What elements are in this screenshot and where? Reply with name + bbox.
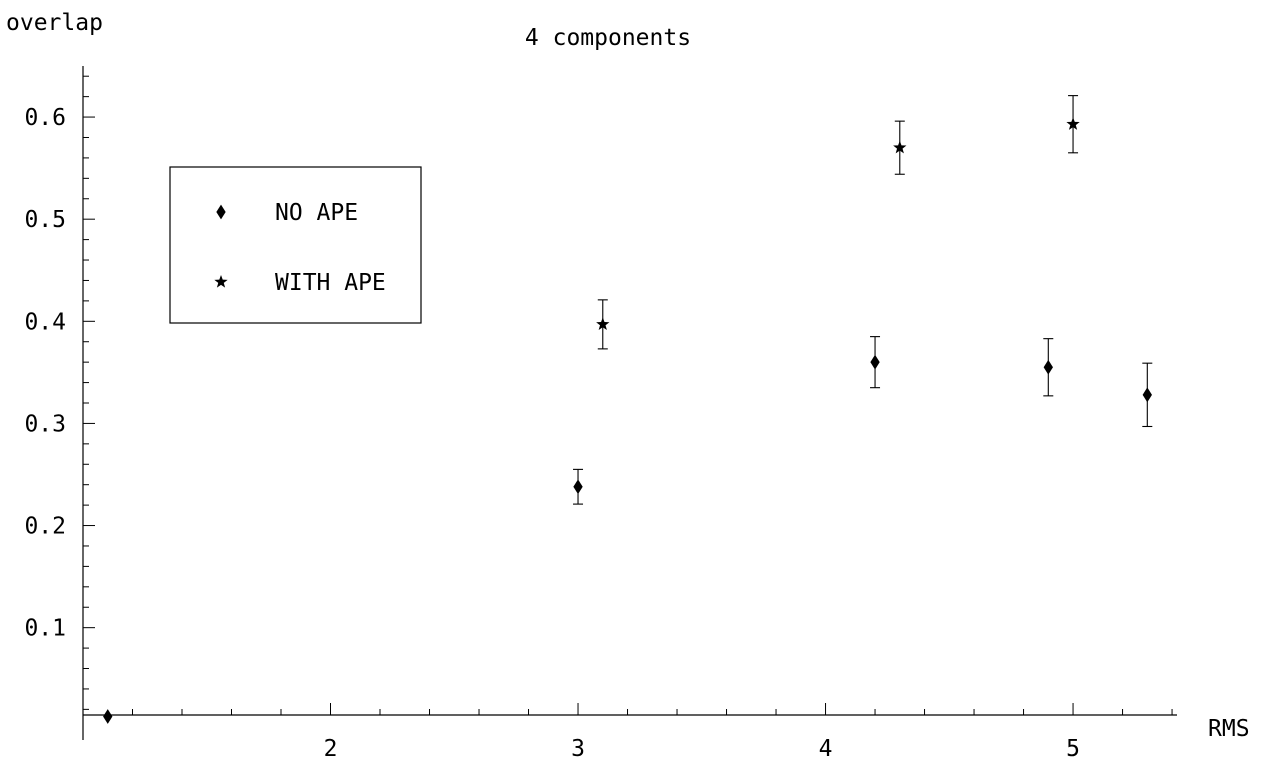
legend: NO APE WITH APE bbox=[169, 166, 422, 324]
x-tick-label: 2 bbox=[324, 736, 338, 762]
x-tick-label: 4 bbox=[819, 736, 833, 762]
data-point-with-ape bbox=[893, 140, 907, 154]
data-point-no-ape bbox=[573, 479, 583, 495]
x-axis-ticks: 2 3 4 5 bbox=[132, 703, 1173, 762]
legend-items: NO APE WITH APE bbox=[214, 200, 386, 296]
legend-marker-diamond bbox=[216, 204, 226, 220]
x-tick-label: 3 bbox=[571, 736, 585, 762]
chart-title: 4 components bbox=[525, 25, 691, 51]
data-point-no-ape bbox=[870, 354, 880, 370]
x-tick-label: 5 bbox=[1066, 736, 1080, 762]
data-point-with-ape bbox=[1066, 117, 1080, 130]
legend-box bbox=[169, 166, 422, 324]
data-point-no-ape bbox=[103, 709, 113, 724]
legend-marker-star bbox=[214, 275, 228, 288]
x-axis-label: RMS bbox=[1208, 716, 1250, 742]
y-tick-label: 0.4 bbox=[24, 309, 66, 335]
y-tick-label: 0.1 bbox=[24, 616, 66, 642]
data-point-with-ape bbox=[596, 317, 610, 331]
y-tick-label: 0.6 bbox=[24, 105, 66, 131]
y-axis-ticks: 0.1 0.2 0.3 0.4 0.5 0.6 bbox=[24, 75, 95, 710]
y-tick-label: 0.3 bbox=[24, 411, 66, 437]
legend-label: NO APE bbox=[275, 200, 358, 226]
y-tick-label: 0.5 bbox=[24, 207, 66, 233]
y-axis-label: overlap bbox=[6, 10, 103, 36]
legend-label: WITH APE bbox=[275, 270, 386, 296]
y-tick-label: 0.2 bbox=[24, 514, 66, 540]
data-point-no-ape bbox=[1142, 387, 1152, 403]
data-point-no-ape bbox=[1043, 359, 1053, 375]
data-marks bbox=[103, 95, 1153, 724]
